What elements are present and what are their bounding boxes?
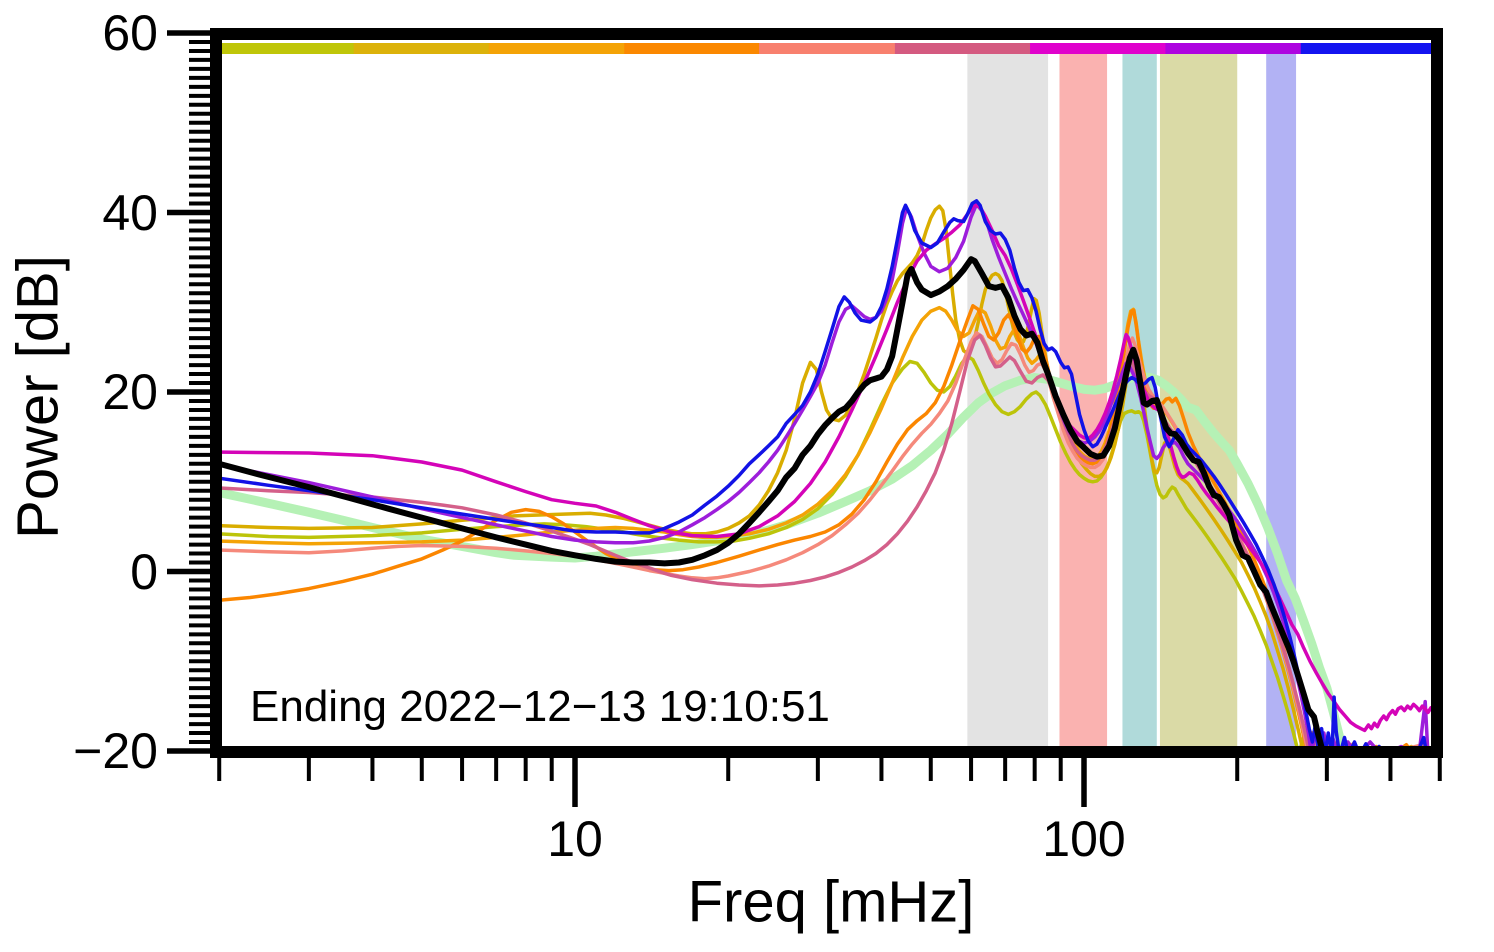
band-pink — [1059, 54, 1108, 746]
ending-timestamp-annotation: Ending 2022−12−13 19:10:51 — [250, 682, 830, 731]
curve-segment-7 — [222, 202, 1433, 733]
strip-epoch-8 — [1165, 43, 1303, 54]
segment-color-strip — [222, 43, 1433, 54]
strip-epoch-3 — [488, 43, 627, 54]
curve-mean-spectrum — [222, 256, 1325, 746]
y-tick-label-40: 40 — [102, 184, 158, 241]
y-tick-label-60: 60 — [102, 5, 158, 61]
y-axis-ticks — [167, 30, 211, 754]
y-tick-label--20: −20 — [73, 723, 158, 779]
curve-segment-8 — [222, 202, 1430, 746]
highlight-bands — [967, 54, 1297, 746]
x-tick-label-100: 100 — [1042, 811, 1126, 867]
curve-segment-1 — [222, 354, 1403, 746]
strip-epoch-1 — [222, 43, 356, 54]
strip-epoch-9 — [1300, 43, 1433, 54]
strip-epoch-5 — [759, 43, 897, 54]
strip-epoch-7 — [1030, 43, 1168, 54]
y-tick-label-0: 0 — [130, 543, 158, 600]
curve-segment-9 — [222, 199, 1428, 746]
x-axis-label: Freq [mHz] — [687, 869, 975, 935]
axes-frame — [210, 28, 1443, 758]
curve-segment-2 — [222, 204, 1414, 746]
x-axis-ticks — [217, 757, 1442, 807]
spectra-curves — [222, 199, 1433, 746]
strip-epoch-4 — [624, 43, 762, 54]
x-tick-label-10: 10 — [547, 811, 603, 867]
strip-epoch-2 — [353, 43, 491, 54]
strip-epoch-6 — [894, 43, 1033, 54]
y-tick-label-20: 20 — [102, 364, 158, 420]
